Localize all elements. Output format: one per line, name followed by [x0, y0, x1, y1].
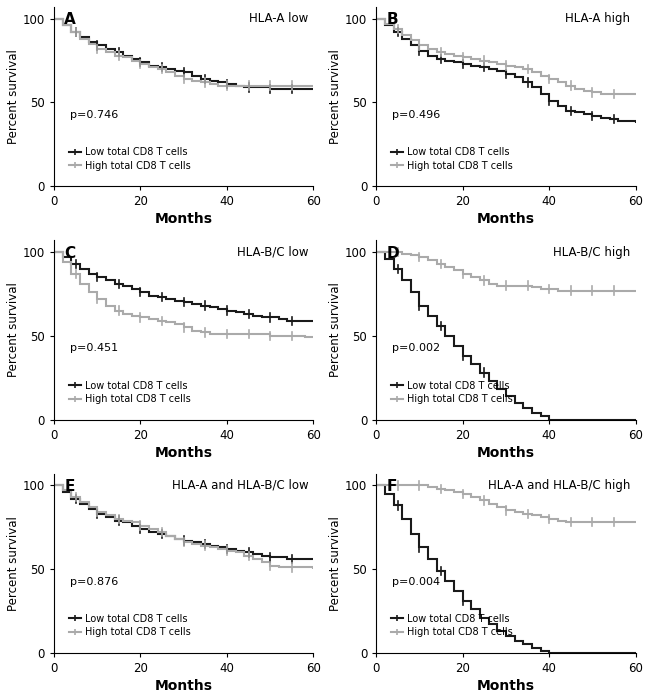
Text: HLA-A and HLA-B/C high: HLA-A and HLA-B/C high — [488, 479, 630, 492]
Text: HLA-A low: HLA-A low — [249, 13, 308, 25]
X-axis label: Months: Months — [477, 679, 535, 693]
Text: C: C — [64, 246, 75, 260]
Legend: Low total CD8 T cells, High total CD8 T cells: Low total CD8 T cells, High total CD8 T … — [391, 147, 513, 171]
Text: HLA-A high: HLA-A high — [566, 13, 630, 25]
Text: A: A — [64, 13, 76, 27]
Text: p=0.746: p=0.746 — [70, 110, 118, 120]
Text: p=0.002: p=0.002 — [392, 344, 440, 354]
Text: HLA-B/C high: HLA-B/C high — [553, 246, 630, 259]
Y-axis label: Percent survival: Percent survival — [7, 283, 20, 377]
X-axis label: Months: Months — [477, 446, 535, 460]
Y-axis label: Percent survival: Percent survival — [7, 49, 20, 144]
Y-axis label: Percent survival: Percent survival — [329, 283, 342, 377]
Legend: Low total CD8 T cells, High total CD8 T cells: Low total CD8 T cells, High total CD8 T … — [391, 381, 513, 404]
X-axis label: Months: Months — [477, 212, 535, 226]
Y-axis label: Percent survival: Percent survival — [7, 516, 20, 610]
Text: p=0.004: p=0.004 — [392, 577, 440, 587]
X-axis label: Months: Months — [155, 679, 213, 693]
Text: F: F — [387, 479, 397, 494]
Text: E: E — [64, 479, 75, 494]
Text: D: D — [387, 246, 399, 260]
Text: p=0.496: p=0.496 — [392, 110, 440, 120]
Text: p=0.451: p=0.451 — [70, 344, 118, 354]
Legend: Low total CD8 T cells, High total CD8 T cells: Low total CD8 T cells, High total CD8 T … — [70, 147, 190, 171]
Text: p=0.876: p=0.876 — [70, 577, 118, 587]
Legend: Low total CD8 T cells, High total CD8 T cells: Low total CD8 T cells, High total CD8 T … — [391, 614, 513, 637]
Y-axis label: Percent survival: Percent survival — [329, 516, 342, 610]
Y-axis label: Percent survival: Percent survival — [329, 49, 342, 144]
X-axis label: Months: Months — [155, 212, 213, 226]
Text: HLA-B/C low: HLA-B/C low — [237, 246, 308, 259]
Legend: Low total CD8 T cells, High total CD8 T cells: Low total CD8 T cells, High total CD8 T … — [70, 381, 190, 404]
Text: B: B — [387, 13, 398, 27]
Legend: Low total CD8 T cells, High total CD8 T cells: Low total CD8 T cells, High total CD8 T … — [70, 614, 190, 637]
X-axis label: Months: Months — [155, 446, 213, 460]
Text: HLA-A and HLA-B/C low: HLA-A and HLA-B/C low — [172, 479, 308, 492]
